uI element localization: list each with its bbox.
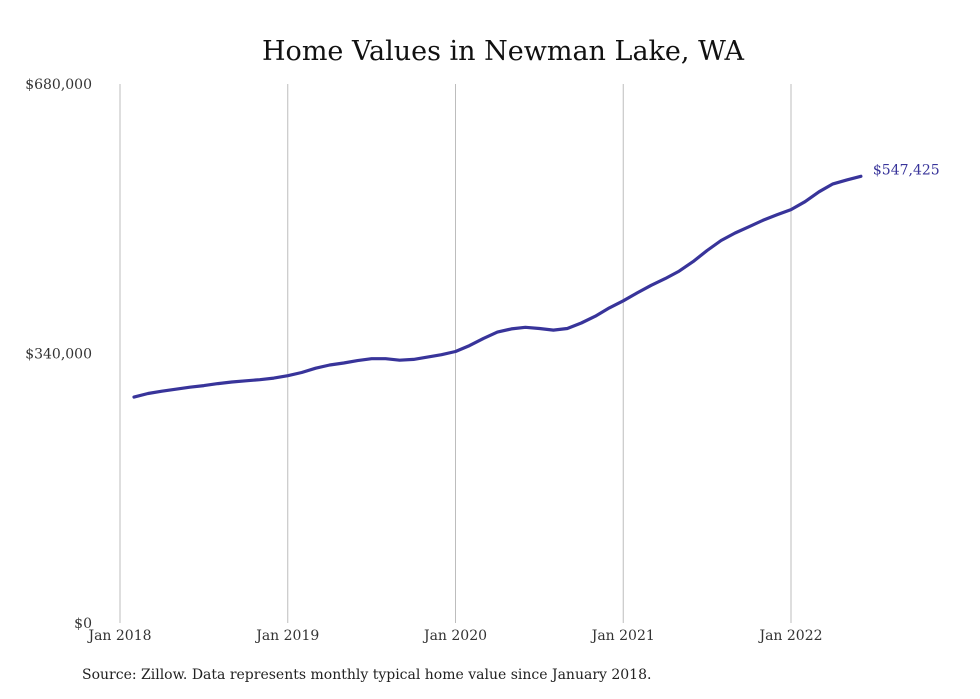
- x-tick-label: Jan 2022: [757, 628, 822, 644]
- chart-title: Home Values in Newman Lake, WA: [262, 36, 744, 67]
- line-chart: Home Values in Newman Lake, WA $0 $340,00…: [25, 36, 940, 644]
- y-tick-label: $680,000: [25, 77, 92, 93]
- x-tick-label: Jan 2018: [86, 628, 151, 644]
- x-tick-label: Jan 2020: [422, 628, 487, 644]
- y-axis-ticks: $0 $340,000 $680,000: [25, 77, 92, 632]
- x-tick-label: Jan 2021: [590, 628, 655, 644]
- series-group: $547,425: [132, 162, 940, 399]
- series-line: [132, 174, 863, 399]
- y-tick-label: $0: [74, 616, 92, 632]
- y-tick-label: $340,000: [25, 347, 92, 363]
- grid-lines: [119, 84, 792, 623]
- x-tick-label: Jan 2019: [254, 628, 319, 644]
- x-axis-ticks: Jan 2018 Jan 2019 Jan 2020 Jan 2021 Jan 2022: [86, 628, 822, 644]
- source-note: Source: Zillow. Data represents monthly …: [82, 667, 652, 683]
- end-value-label: $547,425: [873, 162, 940, 178]
